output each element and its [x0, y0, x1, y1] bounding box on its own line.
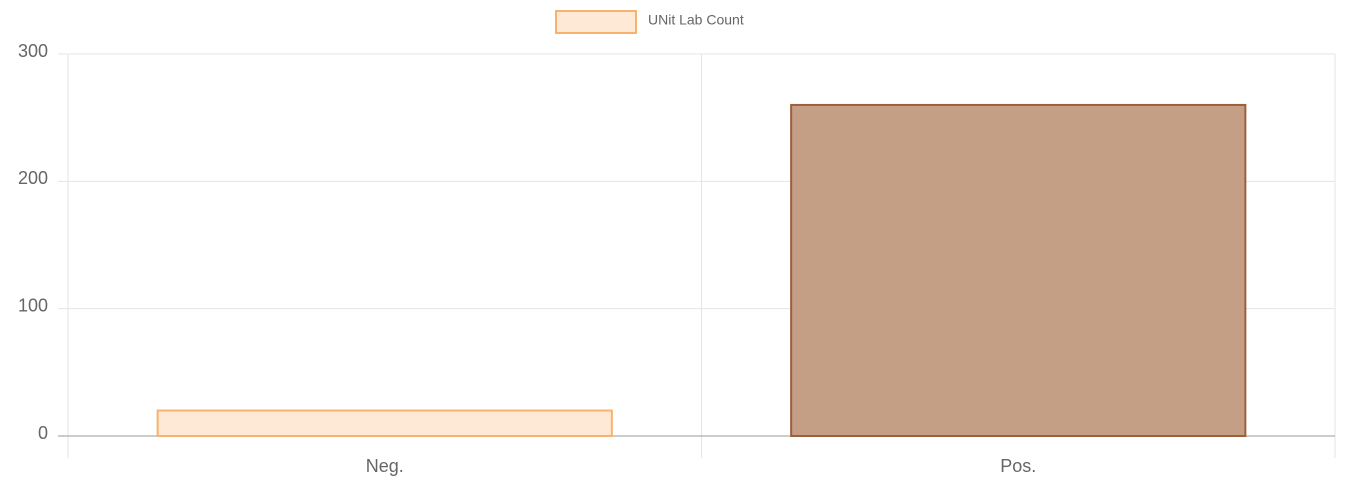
bar [790, 103, 1247, 438]
x-tick-label: Neg. [366, 456, 404, 476]
y-tick-label: 0 [38, 423, 48, 443]
y-tick-label: 300 [18, 41, 48, 61]
legend-swatch [555, 10, 637, 34]
legend-label: UNit Lab Count [648, 12, 744, 28]
y-tick-label: 200 [18, 168, 48, 188]
x-tick-label: Pos. [1000, 456, 1036, 476]
y-tick-label: 100 [18, 295, 48, 315]
bar [156, 409, 613, 437]
